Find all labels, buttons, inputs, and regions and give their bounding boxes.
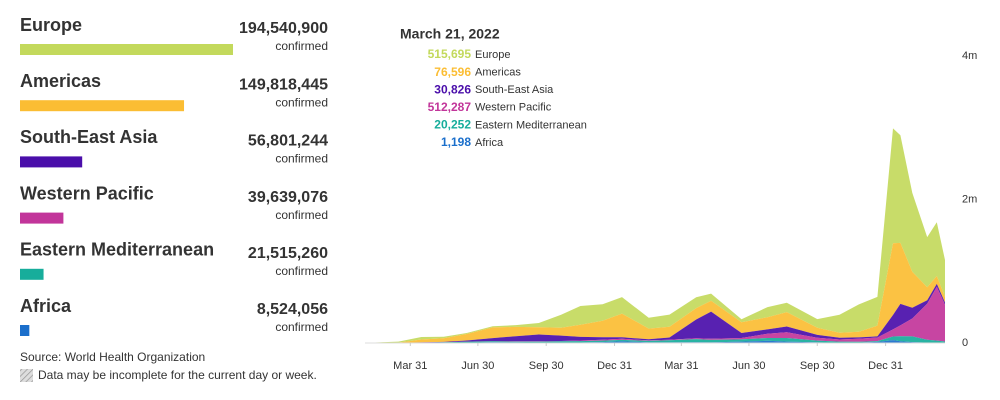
tooltip-name: Americas (475, 67, 521, 79)
region-total: 149,818,445 (239, 76, 328, 93)
bar (20, 212, 64, 224)
caption: confirmed (275, 264, 328, 278)
region-total: 8,524,056 (257, 301, 328, 318)
x-tick-label: Dec 31 (868, 360, 903, 372)
tooltip-value: 76,596 (434, 65, 471, 79)
tooltip-value: 20,252 (434, 118, 471, 132)
region-name: Western Pacific (20, 183, 154, 203)
tooltip-value: 1,198 (441, 135, 471, 149)
tooltip-name: Europe (475, 49, 510, 61)
area (365, 128, 945, 343)
y-tick-label: 0 (962, 337, 968, 349)
area (365, 336, 945, 343)
tooltip-name: Eastern Mediterranean (475, 119, 587, 131)
bar (20, 156, 83, 168)
tooltip-value: 30,826 (434, 82, 471, 96)
x-tick-label: Jun 30 (461, 360, 494, 372)
caption: confirmed (275, 320, 328, 334)
region-total: 194,540,900 (239, 20, 328, 37)
region-name: South-East Asia (20, 127, 158, 147)
region-total: 21,515,260 (248, 245, 328, 262)
region-name: Africa (20, 296, 72, 316)
area (365, 340, 945, 343)
region-total: 56,801,244 (248, 133, 328, 150)
x-tick-label: Dec 31 (597, 360, 632, 372)
tooltip-date: March 21, 2022 (400, 26, 500, 42)
caption: confirmed (275, 95, 328, 109)
region-name: Eastern Mediterranean (20, 240, 214, 260)
x-tick-label: Jun 30 (732, 360, 765, 372)
y-tick-label: 2m (962, 193, 977, 205)
hatch-icon (20, 369, 33, 382)
region-name: Americas (20, 71, 101, 91)
bar (20, 44, 233, 55)
region-total: 39,639,076 (248, 189, 328, 206)
x-tick-label: Mar 31 (664, 360, 698, 372)
caption: confirmed (275, 39, 328, 53)
bar (20, 325, 30, 336)
bar (20, 100, 185, 112)
x-tick-label: Sep 30 (800, 360, 835, 372)
tooltip-value: 512,287 (428, 100, 472, 114)
tooltip-value: 515,695 (428, 47, 472, 61)
x-tick-label: Mar 31 (393, 360, 427, 372)
bar (20, 268, 44, 280)
region-name: Europe (20, 15, 82, 35)
y-tick-label: 4m (962, 50, 977, 62)
source: Source: World Health Organization (20, 350, 205, 364)
area (365, 286, 945, 343)
tooltip-name: Western Pacific (475, 102, 552, 114)
x-tick-label: Sep 30 (529, 360, 564, 372)
caption: confirmed (275, 152, 328, 166)
note: Data may be incomplete for the current d… (38, 368, 317, 382)
tooltip-name: South-East Asia (475, 84, 554, 96)
tooltip-name: Africa (475, 137, 504, 149)
caption: confirmed (275, 208, 328, 222)
